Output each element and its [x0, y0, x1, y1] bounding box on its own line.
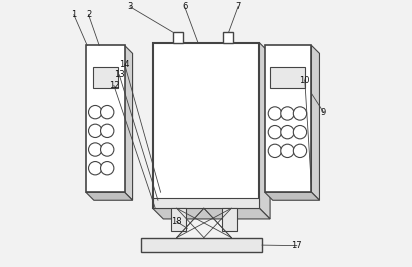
Bar: [270, 67, 305, 88]
Bar: [223, 32, 233, 43]
Bar: [173, 32, 183, 43]
Polygon shape: [86, 192, 133, 200]
Circle shape: [268, 107, 281, 120]
Circle shape: [268, 144, 281, 158]
Bar: [152, 43, 260, 208]
Circle shape: [89, 105, 102, 119]
Circle shape: [281, 107, 294, 120]
Text: 9: 9: [321, 108, 326, 117]
Text: 18: 18: [171, 217, 182, 226]
Circle shape: [89, 124, 102, 138]
Text: 13: 13: [114, 70, 124, 79]
Circle shape: [101, 105, 114, 119]
Circle shape: [101, 124, 114, 138]
Bar: [222, 208, 237, 231]
Circle shape: [101, 143, 114, 156]
Polygon shape: [265, 192, 319, 200]
Text: 2: 2: [86, 10, 91, 19]
Bar: [86, 45, 124, 192]
Circle shape: [281, 144, 294, 158]
Bar: [93, 67, 118, 88]
Circle shape: [89, 162, 102, 175]
Circle shape: [293, 125, 307, 139]
Circle shape: [293, 107, 307, 120]
Polygon shape: [260, 43, 270, 219]
Circle shape: [293, 144, 307, 158]
Text: 17: 17: [291, 241, 302, 250]
Bar: [152, 198, 260, 208]
Circle shape: [101, 162, 114, 175]
Circle shape: [89, 143, 102, 156]
Polygon shape: [152, 208, 270, 219]
Circle shape: [268, 125, 281, 139]
Text: 10: 10: [300, 76, 310, 85]
Bar: [265, 45, 311, 192]
Text: 7: 7: [235, 2, 241, 11]
Text: 1: 1: [71, 10, 77, 19]
Polygon shape: [124, 45, 133, 200]
Bar: [171, 208, 186, 231]
Bar: [140, 238, 262, 252]
Text: 12: 12: [109, 81, 119, 90]
Text: 6: 6: [182, 2, 187, 11]
Circle shape: [281, 125, 294, 139]
Polygon shape: [311, 45, 319, 200]
Text: 3: 3: [127, 2, 133, 11]
Text: 14: 14: [119, 60, 130, 69]
